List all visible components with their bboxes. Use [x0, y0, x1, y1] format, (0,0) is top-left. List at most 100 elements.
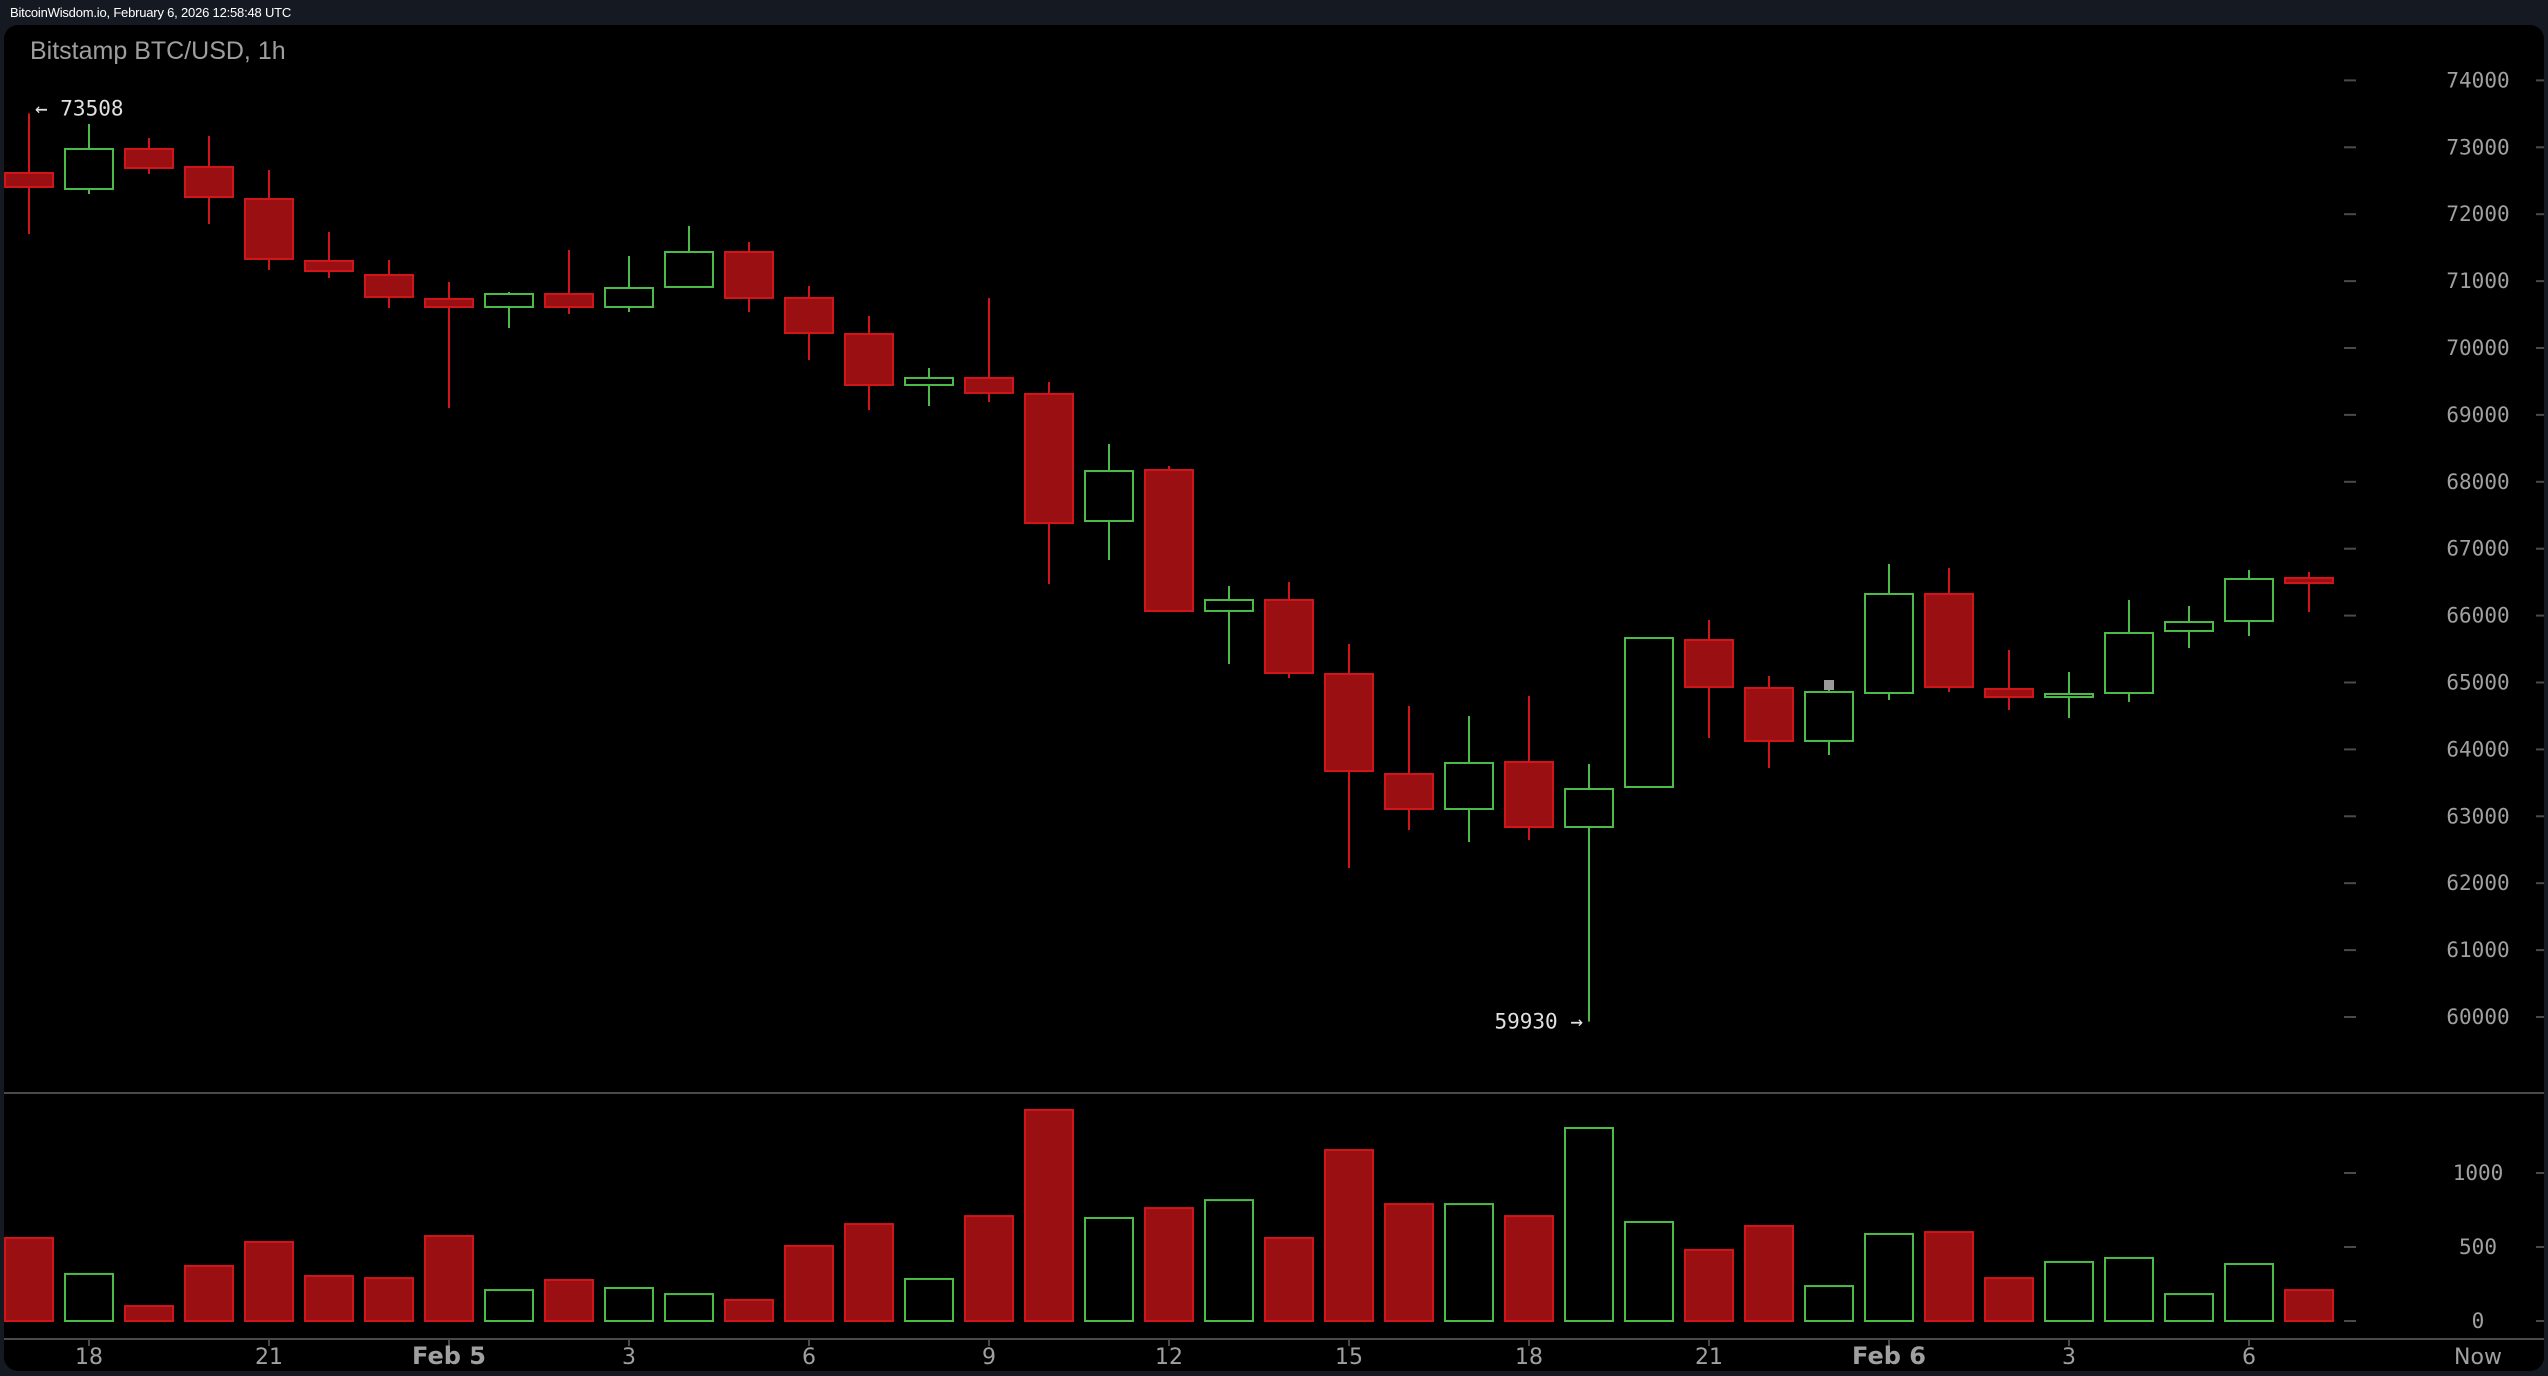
candle-up[interactable] [64, 147, 114, 190]
candle-up[interactable] [2044, 693, 2094, 699]
volume-bar-down[interactable] [844, 1223, 894, 1323]
candle-up[interactable] [1444, 761, 1494, 811]
volume-bar-up[interactable] [484, 1289, 534, 1322]
x-axis-label: Feb 6 [1852, 1342, 1926, 1370]
volume-bar-down[interactable] [1984, 1277, 2034, 1322]
candle-down[interactable] [1504, 760, 1554, 829]
volume-bar-up[interactable] [1564, 1127, 1614, 1323]
x-axis-now-label: Now [2454, 1345, 2502, 1370]
candle-down[interactable] [184, 165, 234, 199]
price-axis-label: 74000 [2446, 68, 2509, 92]
candle-down[interactable] [424, 297, 474, 308]
chart-panel[interactable]: 60000 61000 62000 63000 64000 65000 66000 67000… [4, 25, 2544, 1371]
volume-bar-down[interactable] [244, 1240, 294, 1323]
price-axis-label: 66000 [2446, 604, 2509, 628]
volume-bar-down[interactable] [1684, 1248, 1734, 1322]
volume-bar-up[interactable] [1864, 1232, 1914, 1322]
candle-down[interactable] [1924, 592, 1974, 688]
price-axis-label: 62000 [2446, 871, 2509, 895]
volume-axis-label: 0 [2472, 1309, 2485, 1333]
price-axis-label: 67000 [2446, 537, 2509, 561]
volume-bar-down[interactable] [2284, 1289, 2334, 1322]
price-axis-label: 73000 [2446, 135, 2509, 159]
candle-up[interactable] [1804, 690, 1854, 742]
candle-down[interactable] [2284, 577, 2334, 585]
candle-up[interactable] [664, 250, 714, 288]
price-axis-label: 68000 [2446, 470, 2509, 494]
volume-bar-up[interactable] [2164, 1293, 2214, 1322]
cursor-marker [1824, 679, 1834, 690]
volume-bar-down[interactable] [364, 1277, 414, 1322]
candle-down[interactable] [1024, 392, 1074, 525]
volume-bar-down[interactable] [4, 1236, 54, 1323]
volume-bar-up[interactable] [1804, 1285, 1854, 1323]
volume-bar-down[interactable] [1144, 1207, 1194, 1323]
x-axis-label: 15 [1335, 1345, 1363, 1370]
price-axis-label: 60000 [2446, 1005, 2509, 1029]
volume-bar-up[interactable] [2044, 1260, 2094, 1322]
candlestick-chart[interactable]: 6000061000620006300064000650006600067000… [4, 25, 2544, 1371]
volume-bar-up[interactable] [1084, 1216, 1134, 1322]
volume-bar-up[interactable] [1624, 1220, 1674, 1323]
volume-bar-down[interactable] [544, 1279, 594, 1323]
volume-bar-up[interactable] [1444, 1203, 1494, 1322]
candle-down[interactable] [1324, 673, 1374, 773]
candle-up[interactable] [1864, 592, 1914, 695]
volume-bar-down[interactable] [1924, 1231, 1974, 1322]
volume-bar-down[interactable] [1384, 1203, 1434, 1322]
candle-down[interactable] [124, 147, 174, 169]
x-axis-label: 21 [1695, 1345, 1723, 1370]
volume-bar-down[interactable] [784, 1244, 834, 1322]
candle-up[interactable] [1624, 637, 1674, 788]
candle-down[interactable] [544, 293, 594, 308]
candle-up[interactable] [1204, 599, 1254, 612]
volume-bar-down[interactable] [1504, 1215, 1554, 1322]
candle-up[interactable] [2104, 631, 2154, 695]
candle-up[interactable] [604, 286, 654, 308]
candle-down[interactable] [1384, 773, 1434, 811]
volume-bar-up[interactable] [1204, 1199, 1254, 1322]
price-axis-label: 63000 [2446, 804, 2509, 828]
candle-up[interactable] [1084, 470, 1134, 523]
candle-down[interactable] [844, 333, 894, 386]
volume-bar-down[interactable] [1324, 1149, 1374, 1323]
candle-up[interactable] [484, 293, 534, 308]
candle-down[interactable] [4, 171, 54, 188]
volume-bar-down[interactable] [724, 1298, 774, 1323]
x-axis-label: 6 [2242, 1345, 2256, 1370]
candle-down[interactable] [1744, 686, 1794, 742]
candle-down[interactable] [784, 296, 834, 335]
volume-bar-down[interactable] [1744, 1224, 1794, 1323]
volume-bar-up[interactable] [2224, 1263, 2274, 1323]
candle-down[interactable] [1144, 469, 1194, 612]
volume-bar-down[interactable] [124, 1305, 174, 1323]
x-axis-label: 3 [622, 1345, 636, 1370]
volume-bar-down[interactable] [1024, 1108, 1074, 1323]
volume-bar-down[interactable] [424, 1235, 474, 1322]
volume-bar-up[interactable] [64, 1272, 114, 1323]
candle-up[interactable] [2164, 621, 2214, 632]
volume-bar-down[interactable] [964, 1215, 1014, 1322]
candle-down[interactable] [724, 250, 774, 299]
candle-down[interactable] [1984, 687, 2034, 699]
candle-down[interactable] [1264, 599, 1314, 675]
candle-down[interactable] [1684, 639, 1734, 688]
volume-bar-down[interactable] [304, 1275, 354, 1323]
volume-bar-up[interactable] [2104, 1256, 2154, 1323]
candle-down[interactable] [364, 274, 414, 298]
volume-bar-up[interactable] [904, 1277, 954, 1323]
price-axis-label: 71000 [2446, 269, 2509, 293]
candle-up[interactable] [1564, 788, 1614, 829]
candle-up[interactable] [904, 376, 954, 386]
volume-bar-up[interactable] [604, 1286, 654, 1322]
volume-bar-down[interactable] [1264, 1236, 1314, 1323]
candle-up[interactable] [2224, 578, 2274, 623]
high-price-annotation: ← 73508 [35, 96, 124, 120]
candle-down[interactable] [304, 259, 354, 272]
candle-down[interactable] [964, 376, 1014, 394]
candle-down[interactable] [244, 198, 294, 260]
volume-bar-up[interactable] [664, 1293, 714, 1322]
volume-bar-down[interactable] [184, 1264, 234, 1322]
x-axis-label: Feb 5 [412, 1342, 486, 1370]
price-axis-label: 72000 [2446, 202, 2509, 226]
